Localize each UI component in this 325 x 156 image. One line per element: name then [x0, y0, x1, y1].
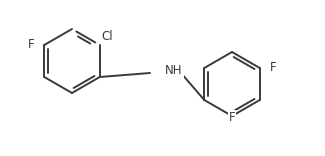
Text: F: F: [28, 39, 34, 51]
Text: NH: NH: [165, 63, 183, 76]
Text: F: F: [270, 61, 276, 75]
Text: Cl: Cl: [102, 31, 113, 44]
Text: NH: NH: [165, 63, 183, 76]
Text: F: F: [229, 111, 235, 124]
